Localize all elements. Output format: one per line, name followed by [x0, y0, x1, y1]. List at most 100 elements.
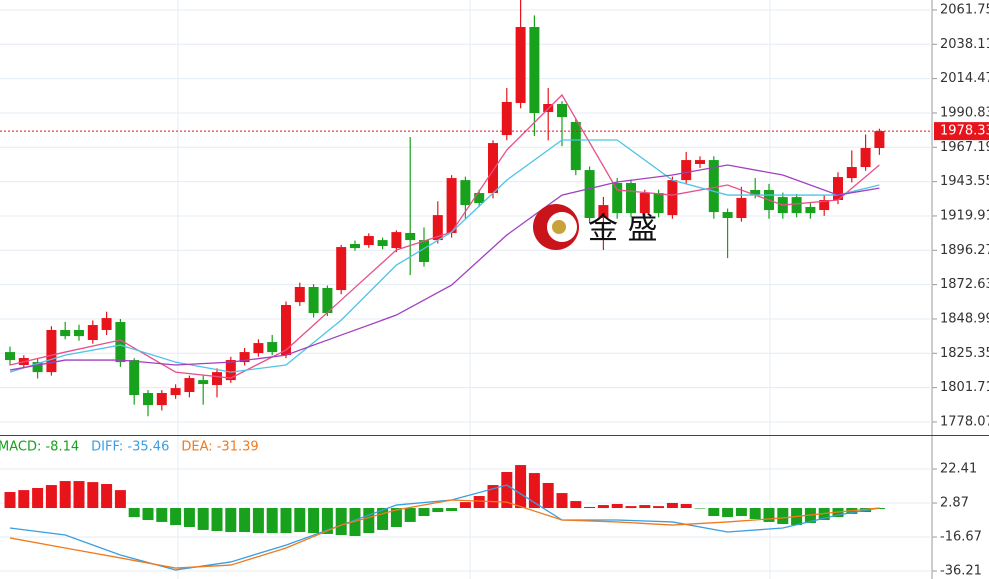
candle-body — [846, 167, 857, 179]
candle-body — [819, 199, 830, 211]
macd-bar — [584, 506, 596, 509]
macd-bar — [114, 490, 126, 509]
y-tick-label: 2014.47 — [940, 71, 989, 86]
candle-body — [405, 232, 416, 241]
candle-body — [5, 352, 15, 361]
macd-bar — [432, 508, 444, 513]
macd-bar — [294, 508, 306, 533]
candle-body — [833, 177, 843, 200]
macd-bar — [225, 508, 237, 533]
candle-body — [336, 247, 347, 291]
candle-body — [736, 197, 747, 219]
candle-body — [805, 206, 816, 214]
last-price-box — [934, 122, 989, 141]
macd-bar — [349, 508, 361, 537]
candle-body — [488, 143, 498, 194]
candle-body — [363, 236, 374, 246]
candle-body — [294, 286, 305, 303]
macd-bar — [18, 490, 30, 509]
candle-body — [722, 212, 733, 219]
candle-body — [170, 388, 181, 396]
candle-body — [225, 360, 236, 381]
candle-body — [598, 205, 609, 219]
candle-body — [32, 362, 43, 373]
candle-body — [681, 160, 692, 181]
macd-bar — [59, 481, 71, 509]
macd-bar — [487, 485, 499, 509]
candle-body — [474, 193, 485, 204]
y-tick-label: 1967.19 — [940, 140, 989, 155]
candle-body — [653, 193, 664, 214]
candle-body — [115, 322, 126, 363]
y-tick-label: -16.67 — [940, 530, 982, 545]
watermark-text: 金 盛 — [588, 212, 658, 247]
macd-bar — [446, 508, 458, 511]
candle-body — [377, 240, 388, 247]
macd-bar — [377, 508, 389, 530]
candle-body — [46, 329, 57, 373]
macd-bar — [170, 508, 182, 526]
y-tick-label: 1848.99 — [940, 311, 989, 326]
macd-bar — [211, 508, 223, 531]
y-tick-label: 1896.27 — [940, 243, 989, 258]
macd-bar — [73, 481, 85, 509]
macd-bar — [363, 508, 375, 534]
macd-bar — [625, 506, 637, 509]
macd-bar — [252, 508, 264, 534]
macd-bar — [390, 508, 402, 527]
candle-body — [87, 325, 98, 341]
last-price-label: 1978.33 — [940, 124, 989, 139]
candle-body — [198, 380, 209, 385]
candle-body — [350, 244, 360, 249]
y-tick-label: 1872.63 — [940, 277, 989, 292]
candle-body — [239, 352, 250, 363]
macd-bar — [666, 502, 678, 509]
candle-body — [501, 101, 512, 136]
candle-body — [529, 27, 540, 113]
candle-body — [143, 393, 153, 406]
macd-bar — [639, 505, 651, 509]
macd-bar — [528, 473, 540, 509]
candle-body — [708, 160, 719, 213]
vertical-grid — [177, 0, 771, 579]
y-tick-label: 22.41 — [940, 462, 977, 477]
candle-body — [639, 193, 650, 214]
macd-bar — [197, 508, 209, 530]
macd-bar — [280, 508, 292, 534]
candle-body — [74, 329, 84, 337]
watermark: 金 盛 — [533, 204, 658, 250]
y-tick-label: 1825.35 — [940, 346, 989, 361]
indicator-line — [9, 484, 880, 571]
candle-body — [322, 288, 333, 313]
macd-bar — [45, 485, 57, 509]
y-tick-label: 2061.75 — [940, 2, 989, 17]
macd-bar — [459, 502, 471, 509]
macd-bar — [308, 508, 320, 534]
candle-body — [60, 329, 71, 337]
macd-bar — [321, 508, 333, 534]
macd-bar — [32, 488, 44, 509]
macd-bar — [570, 501, 582, 509]
macd-bar — [418, 508, 430, 517]
candle-body — [156, 393, 167, 406]
candle-body — [308, 286, 319, 313]
candle-body — [626, 183, 636, 214]
legend-label: MACD: -8.14 — [0, 440, 79, 455]
legend-label: DIFF: -35.46 — [91, 440, 169, 455]
indicator-line — [9, 164, 880, 371]
macd-bar — [404, 508, 416, 522]
macd-bar — [101, 484, 113, 509]
candle-body — [101, 318, 112, 330]
y-tick-label: -36.21 — [940, 564, 982, 579]
macd-bar — [266, 508, 278, 534]
macd-bar — [156, 508, 168, 522]
macd-bar — [708, 508, 720, 517]
candle-body — [874, 131, 885, 149]
indicator-line — [9, 139, 880, 373]
macd-bar — [335, 508, 347, 535]
candle-body — [612, 183, 623, 214]
macd-bar — [473, 496, 485, 509]
y-tick-label: 2038.11 — [940, 37, 989, 52]
candle-body — [584, 170, 595, 219]
